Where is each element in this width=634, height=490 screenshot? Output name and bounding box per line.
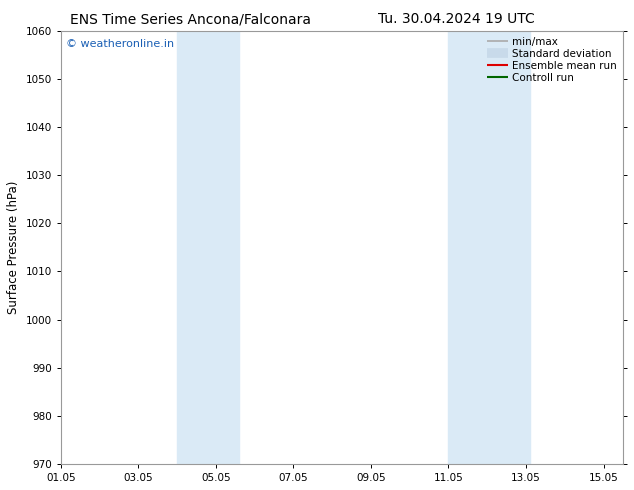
Text: Tu. 30.04.2024 19 UTC: Tu. 30.04.2024 19 UTC [378,12,535,26]
Text: © weatheronline.in: © weatheronline.in [67,39,174,49]
Bar [177,30,239,464]
Legend: min/max, Standard deviation, Ensemble mean run, Controll run: min/max, Standard deviation, Ensemble me… [482,33,621,87]
Text: ENS Time Series Ancona/Falconara: ENS Time Series Ancona/Falconara [70,12,311,26]
Bar [448,30,530,464]
Y-axis label: Surface Pressure (hPa): Surface Pressure (hPa) [7,181,20,314]
